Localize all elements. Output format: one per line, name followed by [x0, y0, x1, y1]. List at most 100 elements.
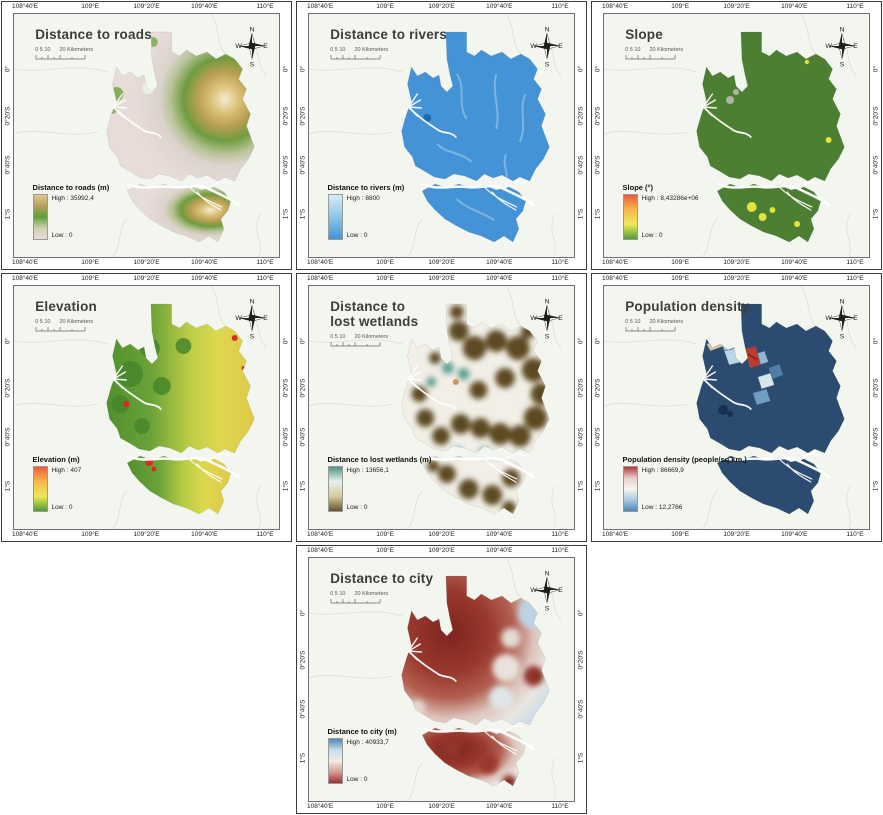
- scale-bar: 0 5 10 20 Kilometers: [625, 47, 687, 60]
- panel-header: Slope 0 5 10 20 Kilometers: [625, 27, 687, 60]
- axis-tick-label: 108°40'E: [11, 275, 39, 282]
- axis-tick-label: 110°E: [551, 531, 569, 538]
- scalebar-text: 0 5 10 20 Kilometers: [35, 47, 152, 53]
- scalebar-unit: 20 Kilometers: [354, 46, 389, 53]
- axis-tick-label: 0°20'S: [594, 106, 601, 126]
- axis-tick-label: 109°20'E: [723, 531, 750, 538]
- axis-tick-label: 1°S: [282, 208, 289, 220]
- axis-tick-label: 109°20'E: [723, 3, 750, 10]
- axis-tick-label: 108°40'E: [601, 531, 629, 538]
- legend-color-ramp: [327, 738, 343, 784]
- axis-bottom: 108°40'E 109°E 109°20'E 109°40'E 110°E: [2, 530, 291, 541]
- compass-n-label: N: [250, 299, 255, 306]
- axis-tick-label: 0°20'S: [299, 650, 306, 670]
- axis-tick-label: 108°40'E: [11, 259, 39, 266]
- axis-right: 0° 0°20'S 0°40'S 1°S: [870, 13, 881, 258]
- axis-tick-label: 0°40'S: [594, 155, 601, 175]
- axis-tick-label: 109°E: [376, 259, 395, 266]
- axis-tick-label: 0°20'S: [282, 106, 289, 126]
- panel-header: Distance to roads 0 5 10 20 Kilometers: [35, 27, 152, 60]
- map-panel-wetlands: 108°40'E 109°E 109°20'E 109°40'E 110°E 0° 0°2…: [296, 273, 587, 542]
- axis-top: 108°40'E 109°E 109°20'E 109°40'E 110°E: [592, 2, 881, 13]
- panel-header: Elevation 0 5 10 20 Kilometers: [35, 299, 98, 332]
- axis-tick-label: 109°20'E: [723, 259, 750, 266]
- compass-w-label: W: [825, 315, 832, 322]
- map-legend: Distance to rivers (m) High : 8800 Low :…: [327, 183, 404, 240]
- legend-low-label: Low : 0: [641, 232, 663, 239]
- scalebar-unit: 20 Kilometers: [59, 46, 94, 53]
- axis-bottom: 108°40'E 109°E 109°20'E 109°40'E 110°E: [297, 802, 586, 813]
- map-legend: Distance to lost wetlands (m) High : 136…: [327, 455, 431, 512]
- axis-tick-label: 109°E: [376, 531, 395, 538]
- axis-tick-label: 109°20'E: [428, 547, 455, 554]
- legend-low-label: Low : 12,2766: [641, 504, 683, 511]
- axis-tick-label: 1°S: [299, 752, 306, 764]
- axis-bottom: 108°40'E 109°E 109°20'E 109°40'E 110°E: [2, 258, 291, 269]
- axis-left: 0° 0°20'S 0°40'S 1°S: [297, 557, 308, 802]
- axis-bottom: 108°40'E 109°E 109°20'E 109°40'E 110°E: [592, 530, 881, 541]
- axis-tick-label: 0°: [299, 66, 306, 73]
- panel-title: Slope: [625, 27, 663, 42]
- compass-e-label: E: [263, 315, 268, 322]
- scalebar-unit: 20 Kilometers: [354, 333, 389, 340]
- axis-right: 0° 0°20'S 0°40'S 1°S: [280, 13, 291, 258]
- scale-bar: 0 5 10 20 Kilometers: [330, 591, 433, 604]
- map-panel-rivers: 108°40'E 109°E 109°20'E 109°40'E 110°E 0° 0°2…: [296, 1, 587, 270]
- compass-e-label: E: [263, 43, 268, 50]
- compass-s-label: S: [250, 334, 255, 340]
- axis-tick-label: 1°S: [577, 752, 584, 764]
- scalebar-ruler-icon: [625, 54, 676, 60]
- legend-low-label: Low : 0: [346, 776, 368, 783]
- axis-tick-label: 109°40'E: [781, 531, 808, 538]
- legend-title: Population density (people/sq.km.): [622, 455, 747, 464]
- axis-tick-label: 0°40'S: [577, 427, 584, 447]
- scale-bar: 0 5 10 20 Kilometers: [625, 319, 749, 332]
- axis-tick-label: 1°S: [4, 208, 11, 220]
- scalebar-numbers: 0 5 10: [625, 46, 641, 53]
- legend-title: Distance to roads (m): [32, 183, 110, 192]
- panel-title: Elevation: [35, 299, 98, 314]
- axis-right: 0° 0°20'S 0°40'S 1°S: [575, 557, 586, 802]
- scalebar-text: 0 5 10 20 Kilometers: [625, 47, 687, 53]
- axis-tick-label: 108°40'E: [601, 275, 629, 282]
- axis-bottom: 108°40'E 109°E 109°20'E 109°40'E 110°E: [297, 530, 586, 541]
- axis-tick-label: 0°: [299, 610, 306, 617]
- compass-n-label: N: [545, 299, 550, 306]
- axis-tick-label: 109°40'E: [781, 275, 808, 282]
- axis-tick-label: 1°S: [594, 480, 601, 492]
- axis-tick-label: 0°40'S: [4, 155, 11, 175]
- axis-tick-label: 109°20'E: [428, 3, 455, 10]
- panel-title: Distance to lost wetlands: [330, 299, 419, 329]
- compass-w-label: W: [530, 315, 537, 322]
- axis-tick-label: 109°E: [671, 3, 690, 10]
- legend-high-label: High : 407: [51, 467, 82, 474]
- axis-tick-label: 109°40'E: [781, 259, 808, 266]
- axis-tick-label: 109°40'E: [191, 531, 218, 538]
- axis-tick-label: 110°E: [846, 531, 864, 538]
- compass-rose-icon: N W E S: [825, 299, 858, 340]
- axis-tick-label: 110°E: [256, 259, 274, 266]
- scalebar-text: 0 5 10 20 Kilometers: [35, 319, 97, 325]
- axis-right: 0° 0°20'S 0°40'S 1°S: [575, 13, 586, 258]
- panel-title: Distance to city: [330, 571, 434, 586]
- compass-w-label: W: [530, 587, 537, 594]
- axis-tick-label: 109°E: [81, 3, 100, 10]
- compass-e-label: E: [853, 43, 858, 50]
- scalebar-unit: 20 Kilometers: [649, 46, 684, 53]
- axis-tick-label: 0°20'S: [299, 106, 306, 126]
- map-frame: Slope 0 5 10 20 Kilometers N W E S Slope …: [603, 13, 870, 258]
- compass-n-label: N: [545, 27, 550, 34]
- legend-color-ramp: [622, 194, 638, 240]
- map-canvas: [309, 14, 574, 257]
- axis-tick-label: 110°E: [551, 547, 569, 554]
- compass-e-label: E: [853, 315, 858, 322]
- axis-tick-label: 108°40'E: [601, 3, 629, 10]
- axis-tick-label: 110°E: [846, 259, 864, 266]
- axis-tick-label: 110°E: [846, 3, 864, 10]
- axis-tick-label: 0°40'S: [872, 155, 879, 175]
- legend-low-label: Low : 0: [346, 232, 368, 239]
- axis-tick-label: 109°40'E: [191, 3, 218, 10]
- scalebar-numbers: 0 5 10: [35, 318, 51, 325]
- compass-rose-icon: N W E S: [235, 299, 268, 340]
